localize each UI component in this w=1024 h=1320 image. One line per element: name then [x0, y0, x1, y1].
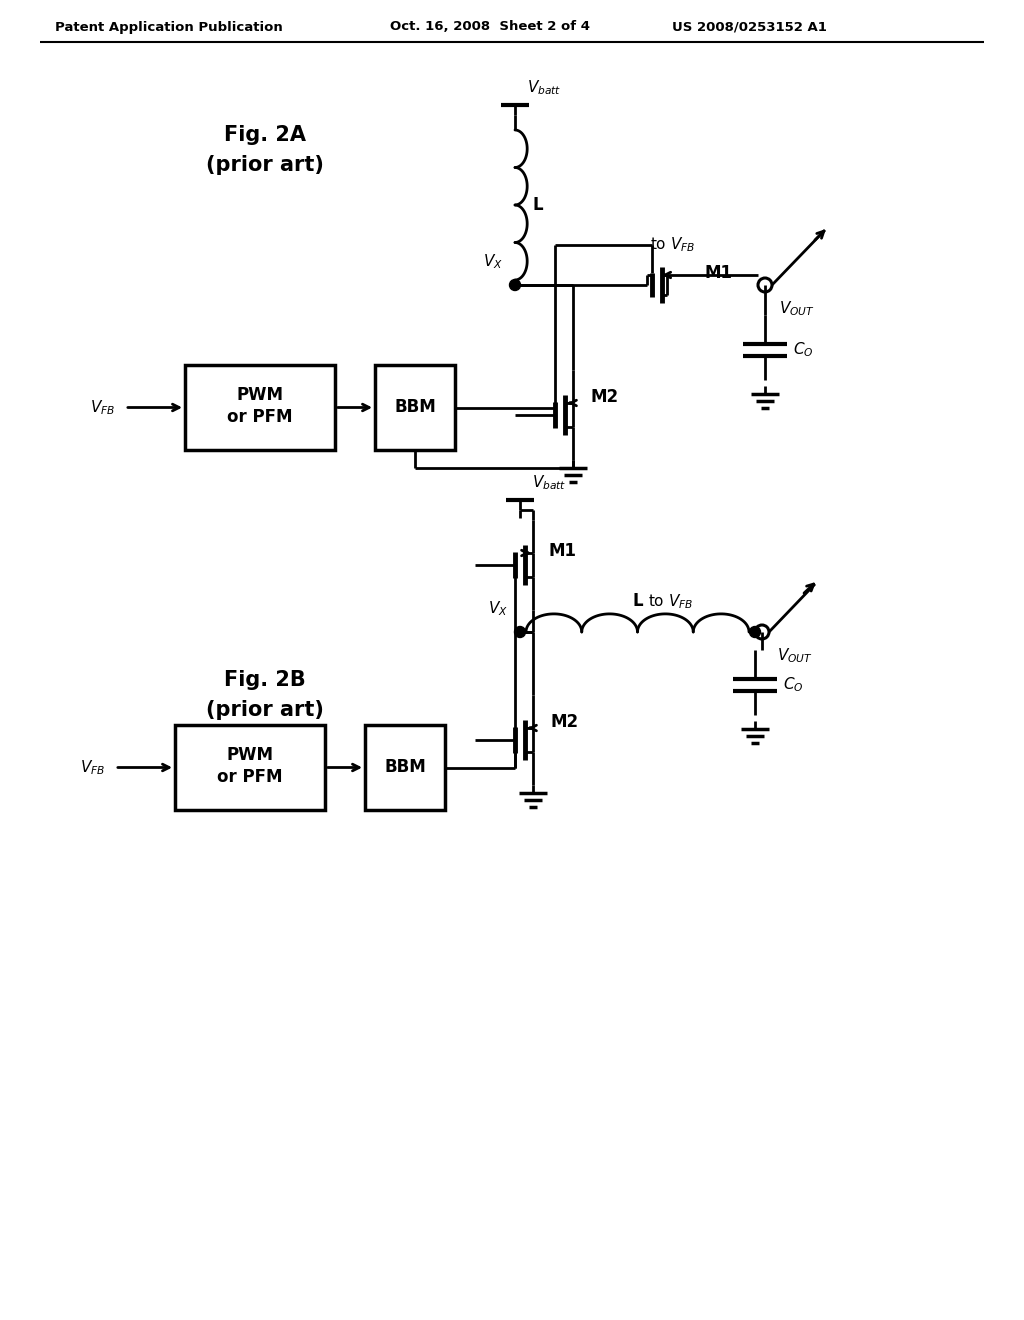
Text: $C_O$: $C_O$	[793, 341, 814, 359]
Text: $V_{FB}$: $V_{FB}$	[80, 758, 105, 777]
Text: Fig. 2A: Fig. 2A	[224, 125, 306, 145]
Text: $V_{OUT}$: $V_{OUT}$	[779, 300, 815, 318]
Text: $V_{FB}$: $V_{FB}$	[90, 399, 115, 417]
Bar	[185, 366, 335, 450]
Text: BBM: BBM	[394, 399, 436, 417]
Text: $V_{OUT}$: $V_{OUT}$	[777, 645, 813, 665]
Bar	[375, 366, 455, 450]
Text: M1: M1	[548, 543, 575, 560]
Text: US 2008/0253152 A1: US 2008/0253152 A1	[672, 21, 826, 33]
Circle shape	[510, 280, 520, 290]
Text: (prior art): (prior art)	[206, 700, 324, 719]
Text: L: L	[632, 591, 643, 610]
Circle shape	[514, 627, 525, 638]
Text: Patent Application Publication: Patent Application Publication	[55, 21, 283, 33]
Bar	[175, 725, 325, 810]
Text: $V_X$: $V_X$	[483, 252, 503, 271]
Text: $C_O$: $C_O$	[783, 676, 804, 694]
Circle shape	[750, 627, 761, 638]
Text: or PFM: or PFM	[227, 408, 293, 426]
Text: $V_{batt}$: $V_{batt}$	[527, 78, 561, 96]
Text: $V_X$: $V_X$	[488, 599, 508, 618]
Text: PWM: PWM	[226, 747, 273, 764]
Text: to $V_{FB}$: to $V_{FB}$	[648, 593, 693, 611]
Text: to $V_{FB}$: to $V_{FB}$	[650, 236, 695, 255]
Text: (prior art): (prior art)	[206, 154, 324, 176]
Text: M1: M1	[705, 264, 733, 282]
Text: M2: M2	[590, 388, 618, 407]
Text: M2: M2	[550, 713, 579, 731]
Bar	[365, 725, 445, 810]
Text: or PFM: or PFM	[217, 768, 283, 787]
Text: Fig. 2B: Fig. 2B	[224, 671, 306, 690]
Text: L: L	[534, 195, 544, 214]
Text: Oct. 16, 2008  Sheet 2 of 4: Oct. 16, 2008 Sheet 2 of 4	[390, 21, 590, 33]
Text: BBM: BBM	[384, 759, 426, 776]
Text: $V_{batt}$: $V_{batt}$	[532, 474, 566, 492]
Text: PWM: PWM	[237, 387, 284, 404]
